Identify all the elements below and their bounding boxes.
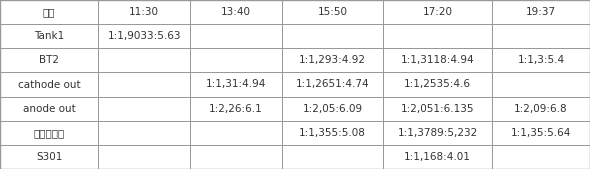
Text: 1:2,051:6.135: 1:2,051:6.135: [401, 104, 474, 114]
Text: 1:1,9033:5.63: 1:1,9033:5.63: [107, 31, 181, 41]
Bar: [98, 121, 190, 145]
Text: 11:30: 11:30: [129, 7, 159, 17]
Bar: [0, 96, 98, 121]
Bar: [492, 121, 590, 145]
Text: 1:2,05:6.09: 1:2,05:6.09: [303, 104, 363, 114]
Bar: [98, 96, 190, 121]
Bar: [383, 0, 492, 24]
Text: cathode out: cathode out: [18, 79, 80, 90]
Bar: [190, 121, 282, 145]
Text: 1:1,2535:4.6: 1:1,2535:4.6: [404, 79, 471, 90]
Text: 증류탑하부: 증류탑하부: [34, 128, 65, 138]
Text: 1:1,293:4.92: 1:1,293:4.92: [299, 55, 366, 65]
Bar: [282, 121, 383, 145]
Text: BT2: BT2: [39, 55, 59, 65]
Text: 17:20: 17:20: [422, 7, 453, 17]
Bar: [383, 73, 492, 96]
Text: S301: S301: [36, 152, 63, 162]
Bar: [0, 24, 98, 48]
Text: 13:40: 13:40: [221, 7, 251, 17]
Bar: [492, 24, 590, 48]
Bar: [383, 121, 492, 145]
Text: 1:2,09:6.8: 1:2,09:6.8: [514, 104, 568, 114]
Text: 1:1,355:5.08: 1:1,355:5.08: [299, 128, 366, 138]
Bar: [282, 73, 383, 96]
Text: Tank1: Tank1: [34, 31, 64, 41]
Bar: [492, 145, 590, 169]
Text: 1:1,2651:4.74: 1:1,2651:4.74: [296, 79, 369, 90]
Bar: [0, 48, 98, 73]
Bar: [0, 121, 98, 145]
Bar: [98, 48, 190, 73]
Bar: [383, 48, 492, 73]
Text: 1:1,3:5.4: 1:1,3:5.4: [517, 55, 565, 65]
Text: 15:50: 15:50: [317, 7, 348, 17]
Bar: [383, 145, 492, 169]
Bar: [492, 73, 590, 96]
Bar: [190, 48, 282, 73]
Bar: [383, 24, 492, 48]
Bar: [492, 96, 590, 121]
Bar: [0, 145, 98, 169]
Bar: [98, 24, 190, 48]
Bar: [190, 24, 282, 48]
Bar: [282, 96, 383, 121]
Bar: [98, 0, 190, 24]
Bar: [492, 0, 590, 24]
Bar: [383, 96, 492, 121]
Bar: [190, 145, 282, 169]
Bar: [98, 73, 190, 96]
Text: 시간: 시간: [43, 7, 55, 17]
Text: 1:1,31:4.94: 1:1,31:4.94: [206, 79, 266, 90]
Bar: [190, 96, 282, 121]
Bar: [98, 145, 190, 169]
Text: anode out: anode out: [22, 104, 76, 114]
Bar: [190, 0, 282, 24]
Text: 1:2,26:6.1: 1:2,26:6.1: [209, 104, 263, 114]
Bar: [0, 73, 98, 96]
Text: 19:37: 19:37: [526, 7, 556, 17]
Bar: [190, 73, 282, 96]
Bar: [282, 0, 383, 24]
Text: 1:1,3118:4.94: 1:1,3118:4.94: [401, 55, 474, 65]
Bar: [282, 145, 383, 169]
Text: 1:1,3789:5,232: 1:1,3789:5,232: [398, 128, 478, 138]
Text: 1:1,35:5.64: 1:1,35:5.64: [511, 128, 571, 138]
Bar: [282, 48, 383, 73]
Bar: [0, 0, 98, 24]
Bar: [282, 24, 383, 48]
Text: 1:1,168:4.01: 1:1,168:4.01: [404, 152, 471, 162]
Bar: [492, 48, 590, 73]
